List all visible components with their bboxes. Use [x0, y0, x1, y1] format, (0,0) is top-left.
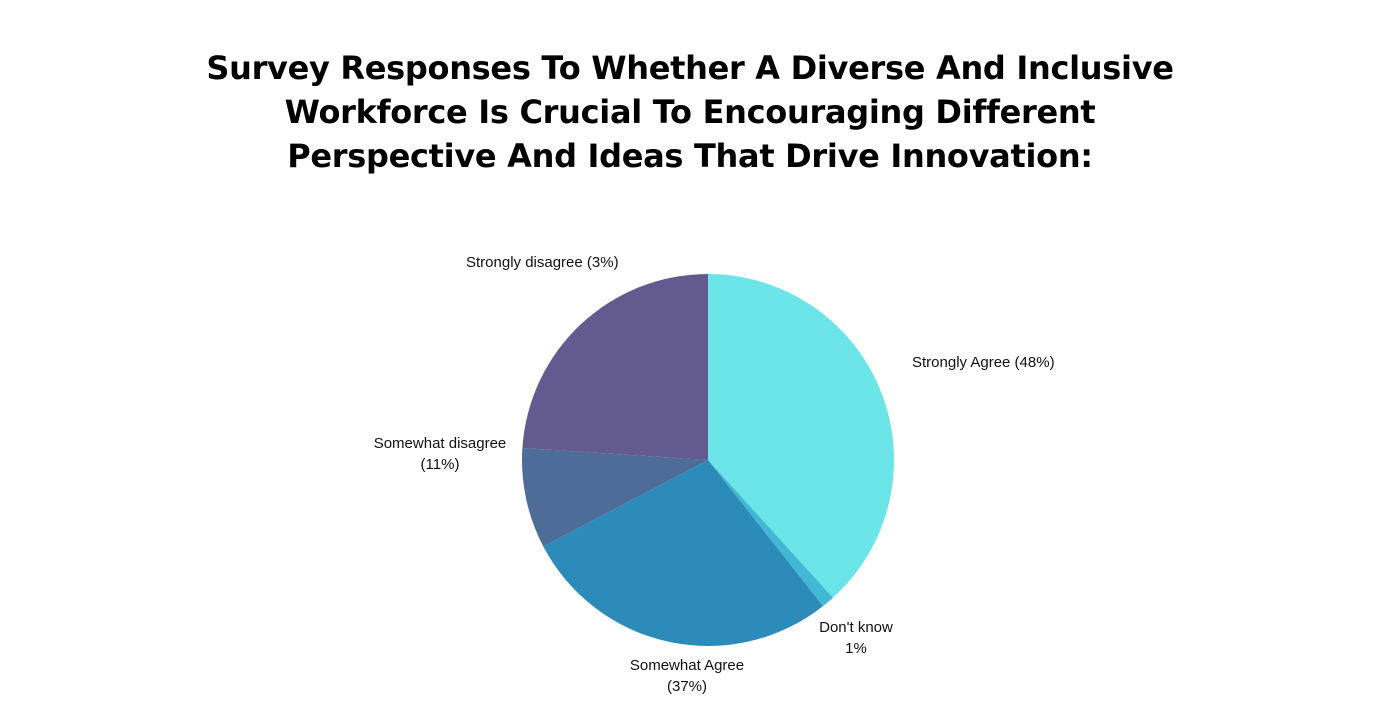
chart-title-line-2: Workforce Is Crucial To Encouraging Diff…	[284, 93, 1096, 131]
label-somewhat-agree-text: Somewhat Agree	[629, 657, 745, 674]
label-somewhat-disagree-text: Somewhat disagree	[373, 435, 507, 452]
label-dont-know-value: 1%	[845, 640, 867, 657]
label-somewhat-agree: Somewhat Agree (37%)	[617, 655, 757, 697]
slice-somewhat-agree	[543, 460, 824, 646]
label-strongly-disagree-text: Strongly disagree (3%)	[466, 254, 619, 271]
label-somewhat-agree-value: (37%)	[666, 678, 707, 695]
chart-title-line-3: Perspective And Ideas That Drive Innovat…	[287, 137, 1093, 175]
slice-dont-know	[708, 460, 833, 607]
slice-somewhat-disagree	[522, 448, 708, 547]
chart-title: Survey Responses To Whether A Diverse An…	[0, 46, 1380, 178]
label-somewhat-disagree: Somewhat disagree (11%)	[366, 433, 514, 475]
chart-title-line-1: Survey Responses To Whether A Diverse An…	[206, 49, 1174, 87]
label-somewhat-disagree-value: (11%)	[420, 456, 460, 473]
label-strongly-disagree: Strongly disagree (3%)	[466, 252, 619, 273]
slice-strongly-disagree	[522, 274, 708, 460]
label-dont-know: Don't know 1%	[810, 617, 902, 659]
label-dont-know-text: Don't know	[819, 619, 893, 636]
slice-strongly-agree	[708, 274, 895, 598]
label-strongly-agree-text: Strongly Agree (48%)	[912, 354, 1055, 371]
label-strongly-agree: Strongly Agree (48%)	[912, 352, 1055, 373]
